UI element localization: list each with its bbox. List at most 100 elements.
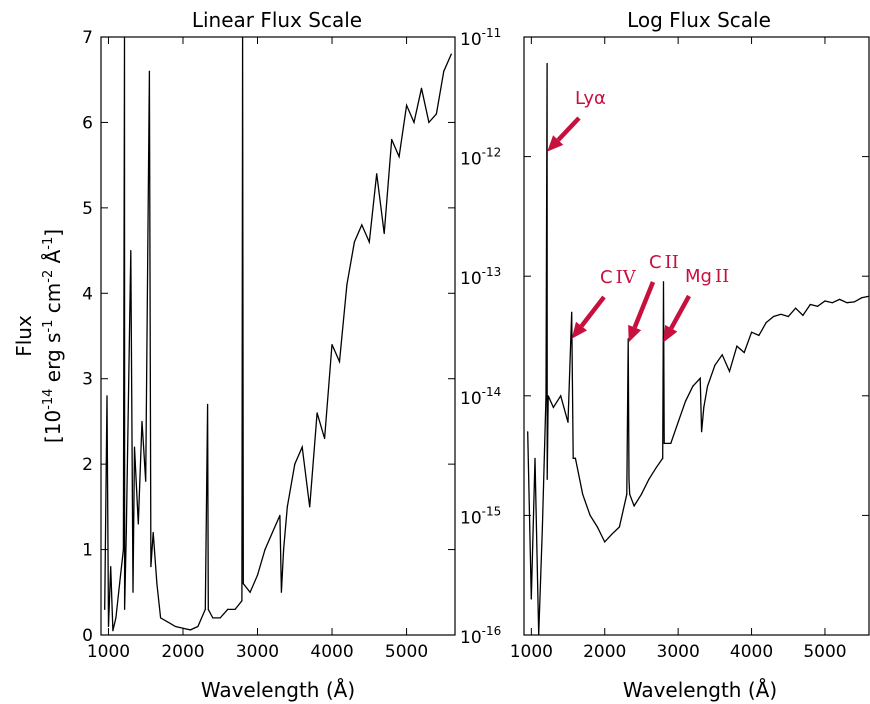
left-flux-point [271,531,274,534]
annotation-arrow-shaft [669,294,691,330]
left-flux-point [443,70,445,72]
right-flux-point [662,457,664,459]
left-flux-point [122,548,124,551]
right-y-ticks: 10-16 10-15 10-14 10-13 10-12 10-11 [460,26,869,648]
right-flux-point [706,385,709,387]
left-y-tick-label: 1 [82,541,93,561]
right-flux-point [831,302,833,304]
right-flux-point [527,431,529,433]
left-flux-point [125,531,127,534]
left-x-tick-label: 2000 [161,642,204,662]
left-flux-point [338,361,341,363]
right-x-tick-label: 2000 [583,642,626,662]
ylabel-erg: erg s [41,333,65,389]
right-flux-point [714,364,716,366]
left-flux-point [145,480,147,482]
left-y-tick-label: 5 [82,199,93,219]
left-y-tick-label: 7 [82,28,93,48]
left-flux-point [242,583,244,585]
left-flux-point [376,173,378,175]
right-flux-point [560,395,562,397]
right-y-tick-label: 10-11 [460,26,501,50]
left-flux-point [361,224,363,226]
left-flux-point [323,437,326,440]
left-flux-point [383,232,385,235]
right-flux-point [663,442,665,444]
right-flux-point [824,300,826,302]
right-flux-point [692,385,694,387]
left-flux-point [413,121,415,124]
left-y-axis-label-line2: [10-14 erg s-1 cm-2 Å-1] [41,229,65,443]
right-flux-point [655,467,657,469]
right-flux-point [546,62,548,65]
left-x-tick-label: 1000 [87,642,130,662]
left-flux-point [206,403,209,405]
right-flux-point [582,493,584,495]
left-flux-point [106,395,108,397]
ylabel-cm: cm [41,283,65,320]
left-y-axis-label-line1: Flux [12,315,36,357]
right-flux-point [546,478,548,480]
left-flux-point [420,87,423,89]
left-flux-point [141,420,143,423]
left-flux-point [107,625,110,628]
left-flux-point [428,121,430,124]
right-flux-point [758,334,760,336]
left-flux-point [249,591,251,593]
left-flux-point [204,608,206,610]
left-flux-point [133,446,136,448]
left-flux-point [368,241,370,243]
right-flux-point [589,514,591,517]
annotation-arrow-head [571,321,588,339]
right-flux-point [574,457,576,459]
left-flux-point [124,608,126,610]
right-x-tick-label: 4000 [730,642,773,662]
right-y-tick-label: 10-13 [460,265,501,289]
left-flux-point [391,138,393,141]
right-flux-point [839,298,841,300]
annotation-arrow-shaft [556,116,581,142]
left-flux-point [197,625,199,628]
right-flux-point [628,478,630,480]
left-flux-point [398,156,400,158]
left-y-tick-label: 3 [82,370,93,390]
right-flux-point [861,297,863,299]
right-flux-point [809,303,811,306]
right-flux-point [530,598,532,600]
right-flux-point [596,526,599,528]
left-flux-point [241,600,243,602]
right-flux-point [627,338,629,340]
annotation-arrow-shaft [632,281,656,329]
right-flux-point [802,314,804,317]
left-flux-point [167,621,169,623]
left-flux-point [207,608,209,610]
annotation-arrow-shaft [579,295,606,328]
line-annotations: Lyα C IV C II Mg II [547,88,729,343]
right-flux-point [853,301,855,303]
left-flux-point [123,463,126,465]
left-flux-point [160,617,162,619]
right-flux-point [721,354,723,356]
right-flux-point [677,421,679,423]
right-flux-point [728,370,731,372]
left-x-tick-label: 4000 [310,642,353,662]
right-flux-point [780,313,782,315]
left-flux-point [279,514,281,517]
right-flux-point [701,431,703,433]
right-flux-point [787,315,789,318]
left-flux-point [286,506,288,508]
ylabel-base: 10 [41,410,65,435]
ylabel-bracket-open: [ [41,435,65,443]
annotation-label: Lyα [575,88,606,109]
right-x-axis-label: Wavelength (Å) [623,678,777,702]
right-flux-point [648,478,650,480]
right-flux-point [541,526,543,528]
right-flux-point [571,311,573,313]
right-flux-point [640,493,643,495]
left-flux-point [115,617,117,619]
ylabel-bracket-close: ] [41,229,65,237]
right-y-tick-label: 10-15 [460,504,501,528]
left-plot-frame [100,36,456,636]
left-flux-point [150,566,152,568]
left-x-tick-label: 5000 [385,642,428,662]
